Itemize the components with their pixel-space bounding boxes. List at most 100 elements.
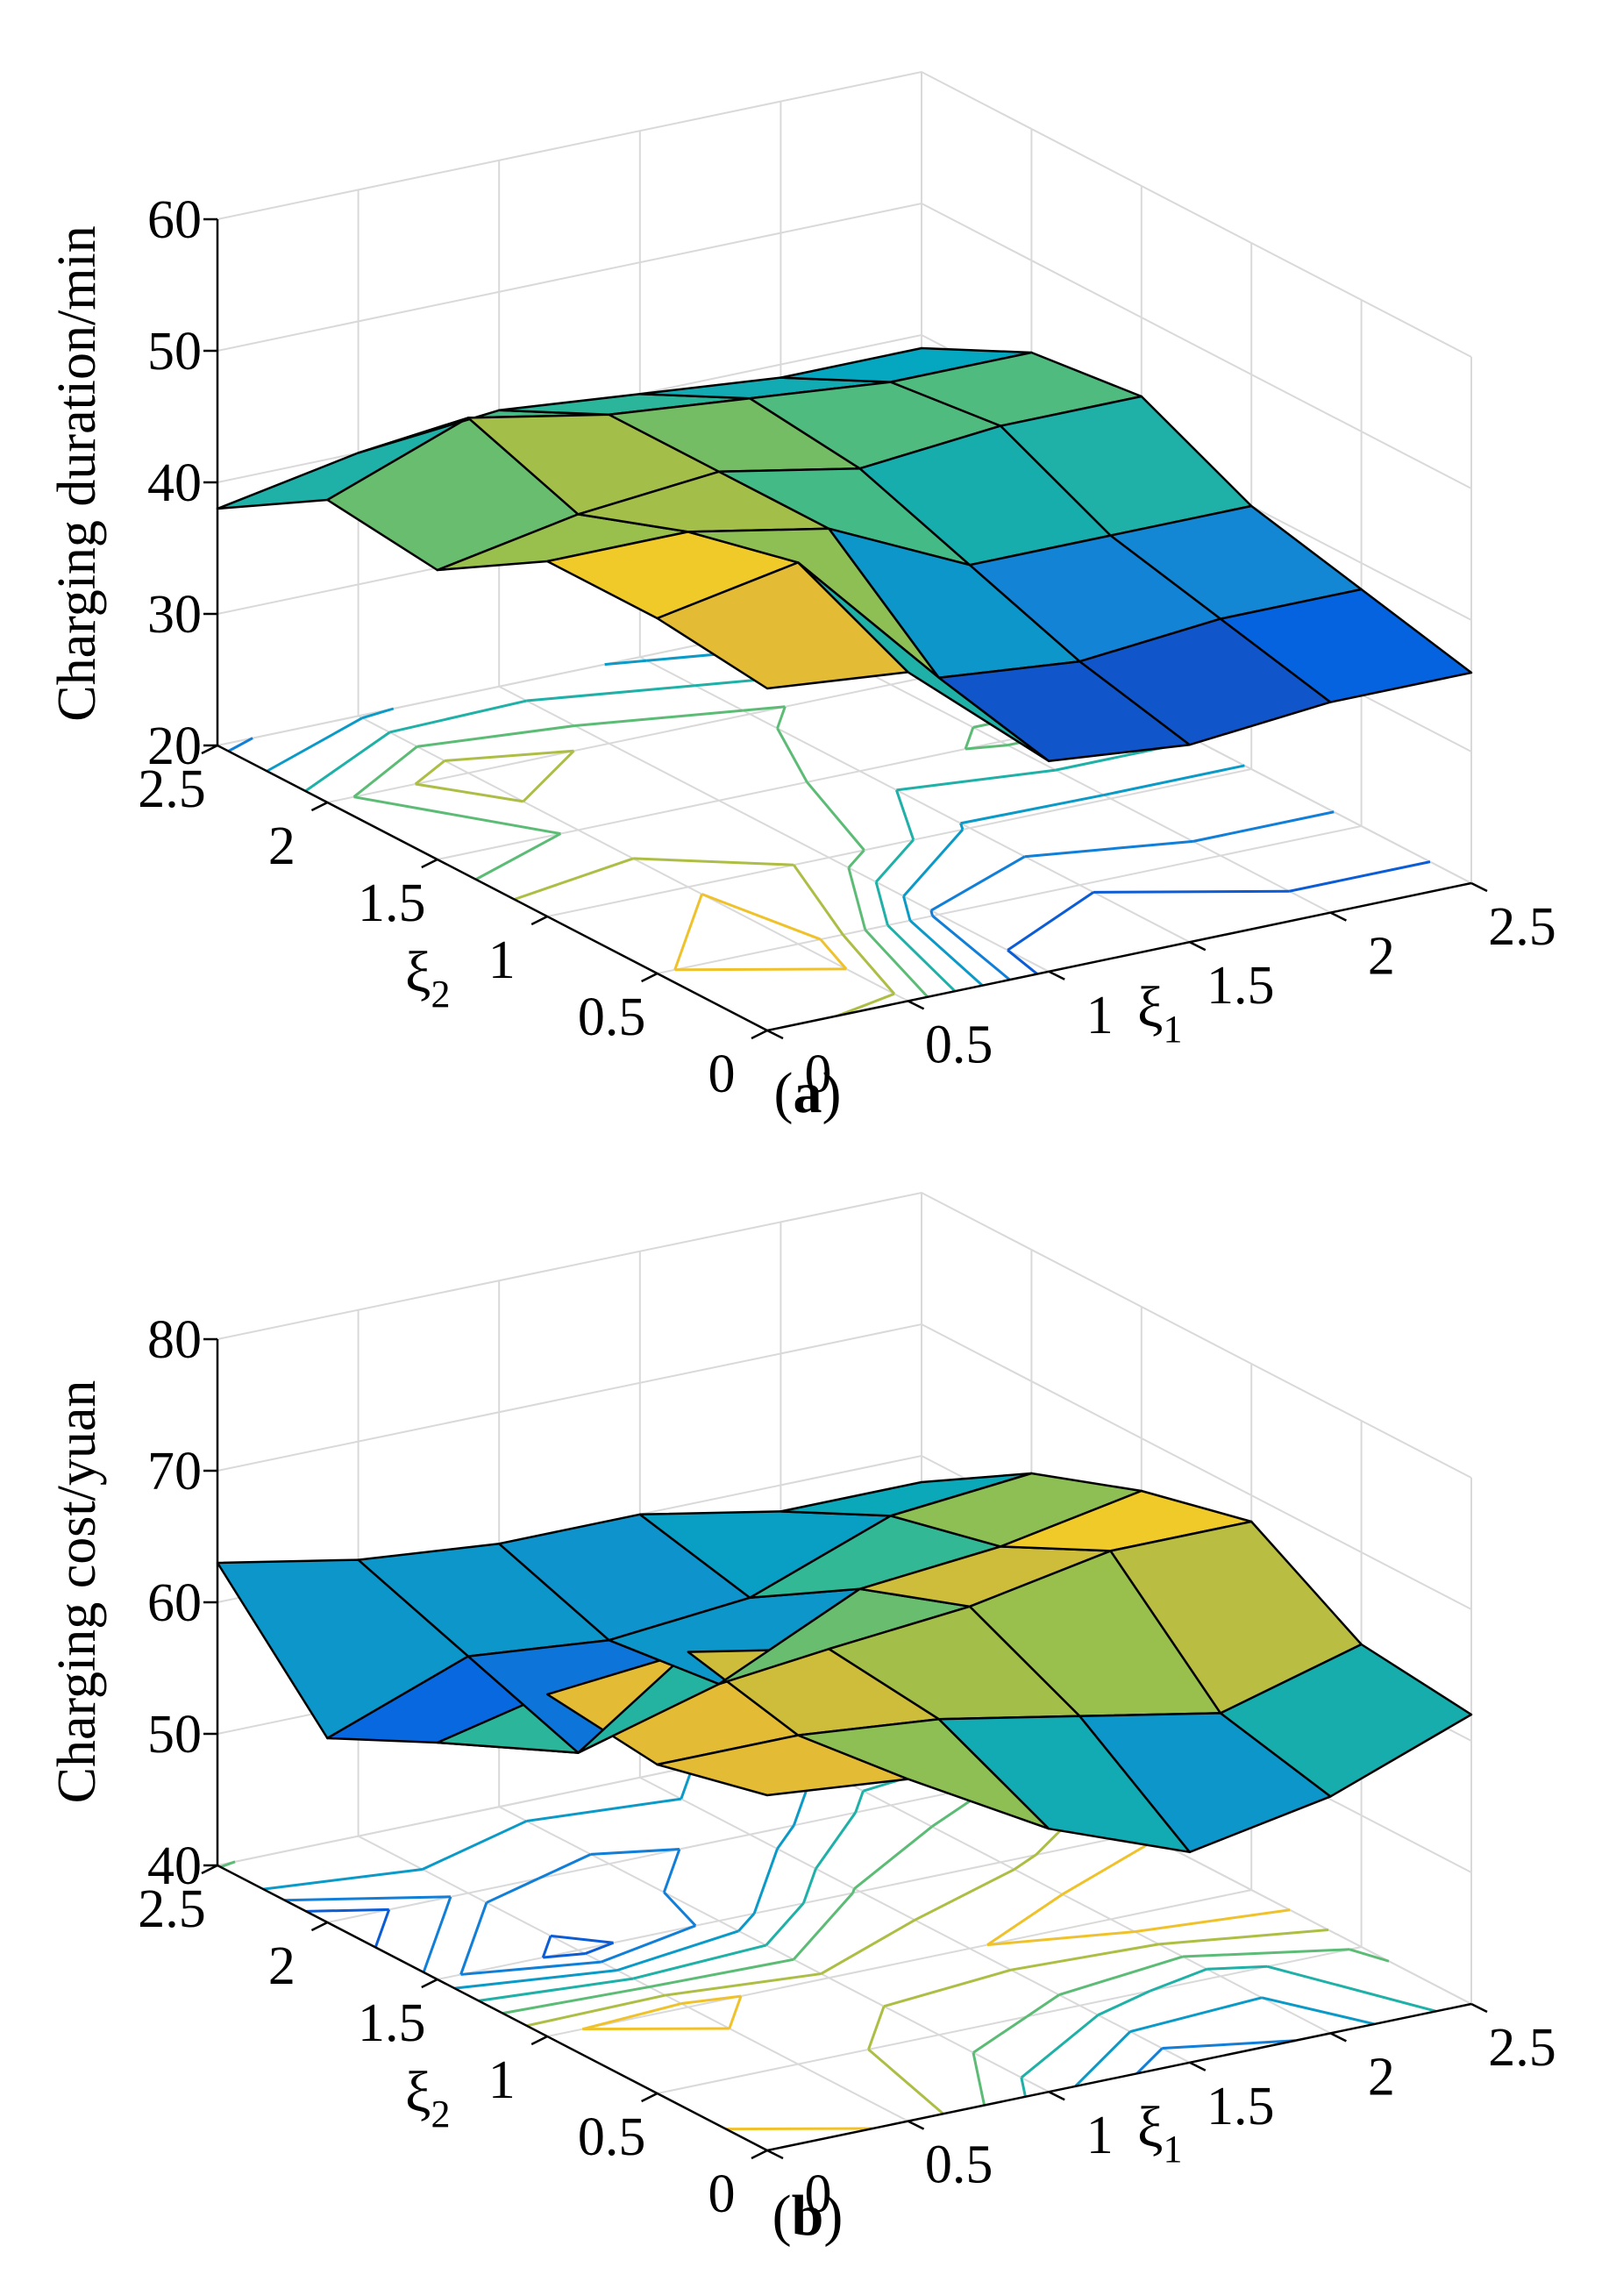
x-tick-label: 2 — [1368, 2047, 1395, 2107]
contour-segment — [1103, 764, 1245, 797]
contour-segment — [864, 929, 929, 998]
contour-segment — [752, 1848, 779, 1915]
axes-b — [201, 1337, 1488, 2160]
contour-segment — [801, 1868, 817, 1904]
contour-segment — [1129, 1996, 1263, 2034]
contour-segment — [986, 1893, 1064, 1946]
y-tick — [310, 801, 328, 812]
ylabel-b: ξ2 — [405, 2060, 450, 2136]
y-tick — [751, 1029, 768, 1040]
z-tick-label: 70 — [147, 1442, 202, 1501]
x-tick-label: 0 — [805, 1045, 832, 1104]
x-axis-line — [766, 881, 1472, 1032]
contour-segment — [663, 1891, 697, 1927]
contour-segment — [883, 1968, 1012, 2008]
contour-segment — [674, 967, 847, 972]
contour-segment — [793, 864, 844, 936]
contour-segment — [725, 2127, 873, 2131]
y-tick — [421, 1978, 438, 1989]
x-tick — [908, 2120, 925, 2130]
contour-segment — [929, 909, 934, 916]
contour-segment — [960, 794, 1105, 825]
z-tick-label: 60 — [147, 190, 202, 250]
contour-segment — [1014, 1853, 1037, 1871]
contour-segment — [459, 1901, 488, 1975]
contour-segment — [972, 2052, 986, 2106]
contour-segment — [836, 992, 895, 1017]
contour-segment — [266, 717, 363, 773]
contour-segment — [361, 707, 395, 720]
contour-segment — [765, 1902, 805, 1947]
contour-segment — [1267, 1964, 1437, 2013]
contour-segment — [1007, 949, 1038, 975]
contour-segment — [1007, 891, 1094, 952]
contour-segment — [1061, 1838, 1157, 1896]
contour-segment — [486, 1877, 539, 1904]
contour-segment — [227, 737, 253, 752]
x-tick — [1470, 2002, 1488, 2014]
contour-segment — [964, 726, 975, 750]
contour-segment — [986, 1930, 1135, 1947]
contour-segment — [776, 706, 787, 729]
contour-segment — [422, 1896, 452, 1973]
contour-segment — [1192, 810, 1335, 843]
contour-segment — [1074, 2030, 1131, 2087]
x-tick-label: 0.5 — [925, 2136, 993, 2195]
contour-segment — [526, 684, 695, 702]
contour-segment — [842, 933, 896, 995]
contour-segment — [806, 781, 865, 852]
y-tick-label: 1.5 — [358, 1993, 426, 2053]
contour-segment — [1134, 1908, 1291, 1934]
contour-segment — [673, 894, 703, 971]
x-tick-label: 2 — [1368, 927, 1395, 987]
y-tick-label: 2 — [268, 816, 295, 876]
x-tick-label: 1 — [1086, 2106, 1114, 2165]
x-tick-label: 1 — [1086, 986, 1114, 1045]
y-tick-label: 0.5 — [578, 2107, 646, 2167]
x-tick — [908, 1000, 925, 1010]
surface-a — [216, 346, 1473, 763]
contour-segment — [284, 1895, 451, 1902]
contour-segment — [263, 1868, 423, 1891]
y-tick-label: 2.5 — [138, 1879, 206, 1939]
contour-segment — [352, 745, 418, 798]
contour-segment — [776, 1824, 795, 1850]
y-tick-label: 1 — [488, 931, 516, 990]
y-tick-label: 0 — [708, 1045, 736, 1104]
contour-segment — [1158, 1929, 1329, 1946]
contour-segment — [743, 705, 786, 712]
y-axis-line — [217, 1864, 768, 2152]
gridline-z — [217, 1323, 1472, 1610]
contour-segment — [1020, 2077, 1027, 2098]
contour-segment — [522, 750, 575, 802]
contour-segment — [374, 1908, 391, 1948]
contour-segment — [854, 1790, 865, 1814]
y-tick-label: 2.5 — [138, 759, 206, 819]
contour-segment — [1289, 860, 1431, 893]
contour-segment — [633, 857, 794, 866]
contour-segment — [728, 1995, 743, 2029]
contour-segment — [819, 938, 848, 970]
contour-segment — [965, 744, 1008, 751]
x-tick — [1189, 2061, 1207, 2071]
x-tick-label: 1.5 — [1207, 956, 1275, 1016]
caption-b: (b) — [772, 2184, 844, 2248]
z-tick-label: 30 — [147, 585, 202, 645]
z-tick-label: 40 — [147, 453, 202, 513]
contour-segment — [1135, 2047, 1164, 2075]
contour-segment — [1162, 2039, 1296, 2050]
contour-segment — [815, 1811, 857, 1870]
contour-segment — [581, 2002, 682, 2031]
contour-segment — [502, 1986, 650, 2015]
y-tick-label: 1.5 — [358, 873, 426, 933]
contour-segment — [632, 1943, 767, 1980]
contour-segment — [851, 1888, 856, 1893]
contour-segment — [972, 2015, 1029, 2054]
contour-segment — [867, 2006, 886, 2050]
contour-segment — [590, 1848, 680, 1856]
zlabel-b: Charging cost/yuan — [47, 1380, 107, 1804]
x-tick-label: 0.5 — [925, 1015, 993, 1074]
contour-segment — [875, 838, 915, 883]
contour-segment — [550, 1934, 614, 1944]
